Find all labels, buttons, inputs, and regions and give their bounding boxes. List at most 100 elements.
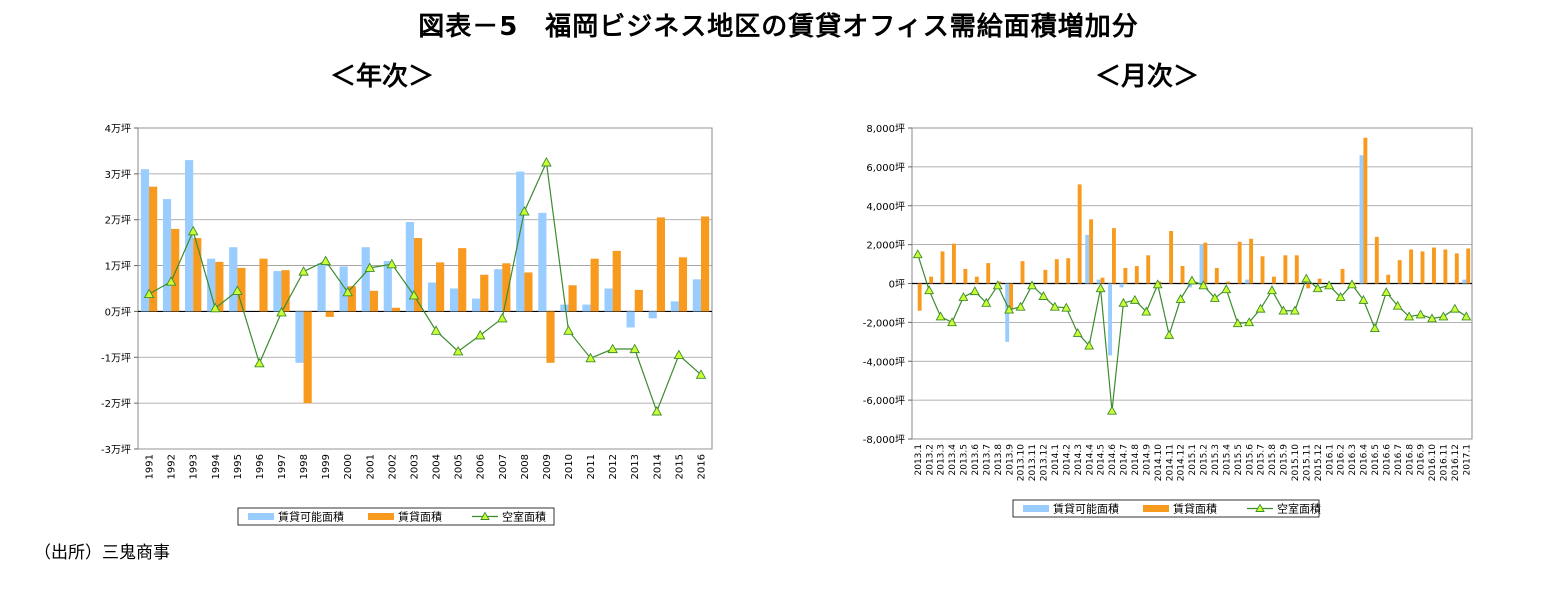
monthly-bar-leased	[1272, 276, 1276, 284]
annual-legend-label-available: 賃貸可能面積	[278, 510, 344, 524]
monthly-vacant-marker	[1004, 304, 1015, 314]
annual-vacant-marker	[187, 225, 199, 236]
annual-vacant-marker	[210, 302, 221, 313]
annual-bar-leased	[303, 311, 312, 404]
monthly-vacant-marker	[1369, 323, 1380, 333]
annual-ytick-label: -3万坪	[101, 443, 131, 456]
monthly-ytick-label: 6,000坪	[866, 161, 905, 174]
annual-bar-available	[383, 260, 392, 312]
annual-xtick-label: 2009	[542, 454, 553, 479]
annual-bar-leased	[237, 267, 246, 312]
annual-xtick-label: 2014	[652, 454, 663, 479]
monthly-vacant-marker	[1141, 306, 1152, 316]
annual-xtick-label: 1996	[255, 454, 266, 479]
monthly-xtick-label: 2015.9	[1280, 444, 1290, 476]
monthly-xtick-label: 2016.6	[1382, 444, 1392, 476]
annual-bar-available	[427, 282, 437, 312]
annual-vacant-marker	[298, 266, 309, 276]
annual-xtick-label: 2001	[365, 454, 376, 479]
annual-vacant-marker	[497, 312, 508, 323]
annual-xtick-label: 2011	[586, 454, 597, 479]
annual-ytick-label: -2万坪	[101, 397, 131, 410]
monthly-xtick-label: 2016.8	[1405, 444, 1415, 476]
annual-bar-available	[516, 171, 525, 312]
monthly-bar-leased	[1397, 260, 1402, 284]
annual-legend: 賃貸可能面積 賃貸面積 空室面積	[237, 507, 555, 526]
annual-bar-available	[538, 212, 547, 312]
monthly-xtick-label: 2013.8	[994, 444, 1004, 476]
monthly-vacant-marker	[1289, 305, 1300, 315]
annual-vacant-marker	[232, 285, 243, 295]
monthly-vacant-marker	[1232, 318, 1243, 328]
annual-xtick-label: 2012	[608, 454, 619, 479]
annual-bar-leased	[436, 262, 445, 312]
annual-xtick-label: 1991	[145, 454, 156, 479]
monthly-xtick-label: 2015.11	[1302, 444, 1312, 481]
annual-vacant-marker	[474, 329, 486, 340]
monthly-xtick-label: 2015.5	[1234, 444, 1244, 476]
monthly-xtick-label: 2013.7	[982, 444, 992, 476]
annual-vacant-marker	[607, 343, 618, 354]
monthly-vacant-marker	[1301, 273, 1312, 283]
annual-vacant-marker	[276, 306, 287, 317]
annual-bar-leased	[678, 257, 688, 312]
monthly-bar-leased	[1157, 281, 1162, 284]
monthly-vacant-marker	[1118, 297, 1129, 307]
annual-ytick-label: 3万坪	[105, 168, 131, 181]
annual-bar-available	[162, 199, 172, 312]
annual-vacant-marker	[695, 369, 707, 379]
monthly-xtick-label: 2013.5	[960, 444, 970, 476]
monthly-vacant-marker	[1129, 294, 1140, 304]
monthly-bar-available	[1199, 244, 1204, 284]
monthly-xtick-label: 2017.1	[1462, 444, 1472, 476]
annual-xtick-label: 1997	[277, 454, 288, 479]
annual-legend-box	[237, 507, 555, 526]
annual-xtick-label: 2004	[432, 454, 443, 479]
monthly-bar-leased	[1260, 256, 1265, 284]
monthly-xtick-label: 2013.11	[1028, 444, 1038, 481]
monthly-xtick-label: 2014.3	[1074, 444, 1084, 476]
annual-vacant-marker	[673, 349, 685, 360]
monthly-bar-leased	[1409, 249, 1414, 284]
annual-bar-leased	[590, 258, 599, 312]
monthly-ytick-label: 8,000坪	[866, 122, 905, 135]
annual-xtick-label: 2002	[387, 454, 398, 479]
monthly-xtick-label: 2015.8	[1268, 444, 1278, 476]
monthly-xtick-label: 2015.4	[1222, 444, 1232, 476]
monthly-bar-leased	[1294, 255, 1299, 284]
monthly-xtick-label: 2013.2	[925, 444, 935, 476]
monthly-vacant-marker	[912, 249, 923, 259]
monthly-xtick-label: 2016.12	[1451, 444, 1461, 481]
monthly-vacant-marker	[1438, 311, 1449, 321]
annual-bar-available	[339, 266, 348, 312]
monthly-xtick-label: 2014.10	[1154, 444, 1164, 481]
annual-xtick-label: 2013	[630, 454, 641, 479]
monthly-vacant-marker	[1347, 279, 1357, 289]
monthly-bar-available	[1188, 283, 1192, 288]
monthly-bar-available	[1085, 234, 1090, 284]
annual-bar-leased	[458, 248, 467, 312]
monthly-vacant-marker	[947, 317, 957, 327]
monthly-xtick-label: 2014.12	[1177, 444, 1187, 481]
monthly-legend-label-available: 賃貸可能面積	[1053, 502, 1119, 516]
monthly-bar-leased	[1089, 219, 1094, 284]
monthly-bar-leased	[974, 276, 979, 284]
monthly-bar-available	[1245, 279, 1250, 284]
monthly-vacant-marker	[1164, 329, 1175, 339]
monthly-vacant-marker	[1244, 317, 1255, 327]
monthly-bar-leased	[1112, 228, 1116, 284]
monthly-xtick-label: 2015.3	[1211, 444, 1221, 476]
annual-vacant-marker	[254, 357, 265, 368]
annual-xtick-label: 2006	[476, 454, 487, 479]
annual-legend-swatch-leased	[368, 513, 394, 520]
monthly-xtick-label: 2016.3	[1348, 444, 1358, 476]
source-note: （出所）三鬼商事	[34, 543, 170, 563]
monthly-xtick-label: 2014.1	[1051, 444, 1061, 476]
monthly-xtick-label: 2015.2	[1200, 444, 1210, 476]
annual-bar-available	[472, 298, 481, 312]
monthly-legend-label-leased: 賃貸面積	[1173, 502, 1217, 516]
monthly-vacant-marker	[1312, 283, 1323, 293]
monthly-bar-leased	[1100, 277, 1105, 284]
annual-vacant-marker	[143, 288, 155, 299]
monthly-vacant-marker	[1415, 309, 1426, 319]
